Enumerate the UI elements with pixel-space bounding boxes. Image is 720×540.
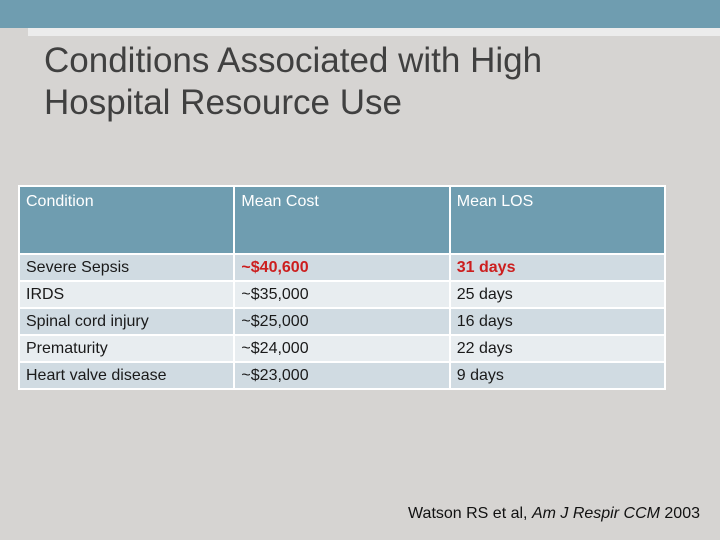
condition-cell: Spinal cord injury — [17, 307, 236, 336]
table-row: Heart valve disease ~$23,000 9 days — [17, 361, 667, 390]
los-cell: 25 days — [448, 280, 667, 309]
los-cell: 9 days — [448, 361, 667, 390]
slide-title: Conditions Associated with High Hospital… — [44, 40, 684, 124]
table-row: Severe Sepsis ~$40,600 31 days — [17, 253, 667, 282]
los-cell: 16 days — [448, 307, 667, 336]
top-accent-band — [0, 0, 720, 28]
header-condition: Condition — [17, 185, 236, 255]
cost-cell: ~$25,000 — [233, 307, 451, 336]
cost-cell: ~$23,000 — [233, 361, 451, 390]
table-row: Prematurity ~$24,000 22 days — [17, 334, 667, 363]
header-mean-los: Mean LOS — [448, 185, 667, 255]
los-cell: 22 days — [448, 334, 667, 363]
slide-title-line-2: Hospital Resource Use — [44, 83, 402, 122]
citation-journal: Am J Respir CCM — [531, 505, 660, 522]
top-accent-line — [28, 28, 720, 36]
resource-use-table: Condition Mean Cost Mean LOS Severe Seps… — [17, 185, 667, 390]
citation-year: 2003 — [664, 505, 700, 522]
table-header-row: Condition Mean Cost Mean LOS — [17, 185, 667, 255]
slide-title-line-1: Conditions Associated with High — [44, 41, 543, 80]
condition-cell: Severe Sepsis — [17, 253, 236, 282]
condition-cell: IRDS — [17, 280, 236, 309]
table-row: IRDS ~$35,000 25 days — [17, 280, 667, 309]
cost-cell: ~$35,000 — [233, 280, 451, 309]
condition-cell: Prematurity — [17, 334, 236, 363]
citation-authors: Watson RS et al, — [408, 505, 528, 522]
header-mean-cost: Mean Cost — [233, 185, 451, 255]
table-row: Spinal cord injury ~$25,000 16 days — [17, 307, 667, 336]
cost-cell: ~$40,600 — [233, 253, 451, 282]
citation: Watson RS et al, Am J Respir CCM 2003 — [408, 505, 700, 523]
cost-cell: ~$24,000 — [233, 334, 451, 363]
los-cell: 31 days — [448, 253, 667, 282]
condition-cell: Heart valve disease — [17, 361, 236, 390]
